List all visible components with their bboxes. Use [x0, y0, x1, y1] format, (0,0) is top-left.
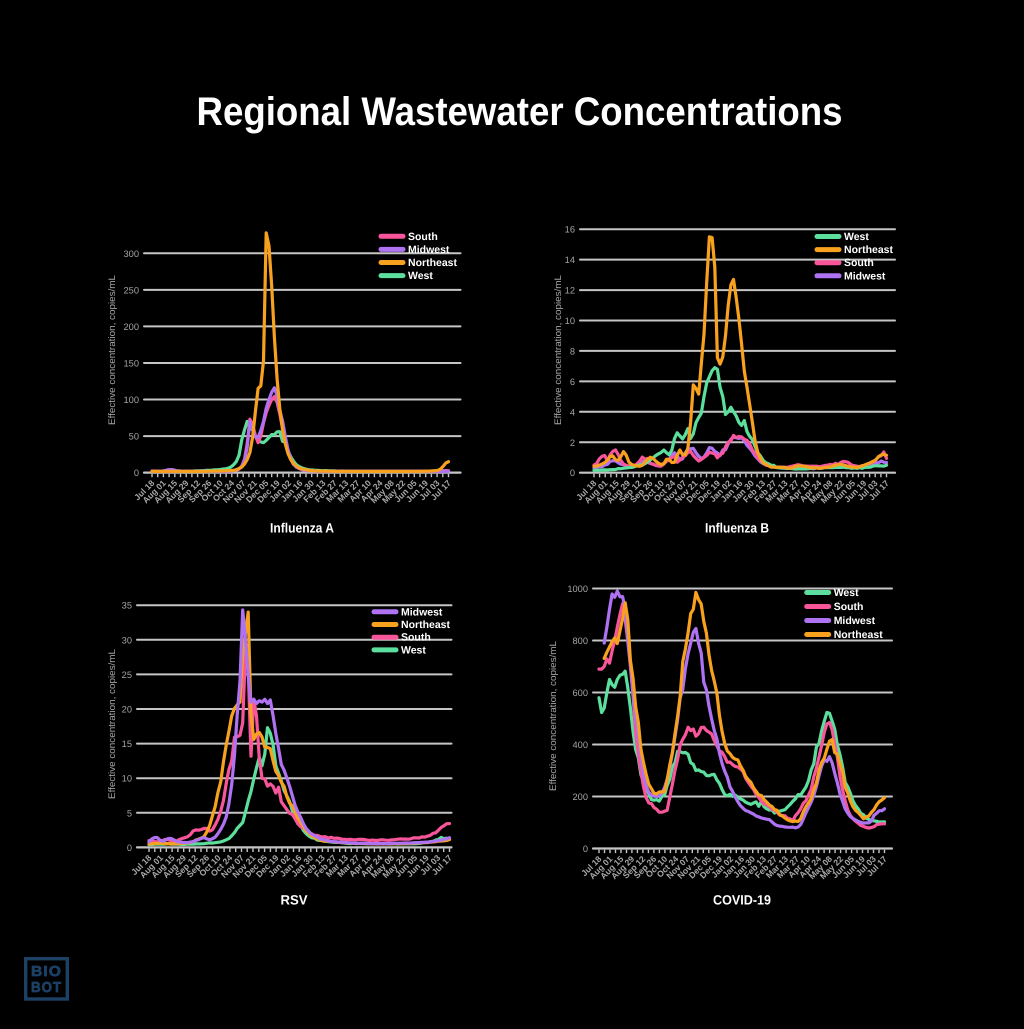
svg-text:Effective concentration, copie: Effective concentration, copies/mL — [107, 649, 118, 799]
svg-text:South: South — [401, 632, 431, 644]
svg-text:Northeast: Northeast — [844, 244, 894, 256]
svg-text:200: 200 — [572, 792, 588, 802]
svg-text:4: 4 — [570, 407, 575, 417]
svg-text:300: 300 — [123, 249, 139, 259]
svg-text:Midwest: Midwest — [844, 270, 886, 282]
svg-text:15: 15 — [122, 739, 132, 749]
svg-text:West: West — [844, 231, 869, 243]
svg-text:200: 200 — [123, 322, 139, 332]
svg-text:100: 100 — [123, 395, 139, 405]
svg-text:0: 0 — [127, 843, 132, 853]
svg-text:50: 50 — [129, 432, 139, 442]
svg-text:Effective concentration, copie: Effective concentration, copies/mL — [548, 641, 559, 791]
svg-text:5: 5 — [127, 808, 132, 818]
svg-text:BOT: BOT — [31, 980, 62, 996]
svg-text:8: 8 — [570, 346, 575, 356]
svg-text:0: 0 — [570, 468, 575, 478]
svg-text:250: 250 — [123, 285, 139, 295]
svg-text:14: 14 — [565, 255, 575, 265]
svg-text:2: 2 — [570, 438, 575, 448]
svg-text:6: 6 — [570, 377, 575, 387]
svg-text:10: 10 — [122, 774, 132, 784]
svg-text:25: 25 — [122, 670, 132, 680]
svg-text:Northeast: Northeast — [401, 619, 451, 631]
svg-text:Northeast: Northeast — [408, 257, 458, 269]
svg-text:0: 0 — [134, 468, 139, 478]
svg-text:Influenza A: Influenza A — [270, 521, 334, 536]
svg-text:Regional Wastewater Concentrat: Regional Wastewater Concentrations — [197, 90, 843, 134]
svg-text:South: South — [408, 231, 438, 243]
svg-text:Influenza B: Influenza B — [705, 521, 769, 536]
svg-text:35: 35 — [122, 601, 132, 611]
svg-text:30: 30 — [122, 635, 132, 645]
svg-text:BIO: BIO — [31, 964, 62, 980]
svg-text:Midwest: Midwest — [408, 244, 450, 256]
svg-text:600: 600 — [572, 688, 588, 698]
svg-text:16: 16 — [565, 225, 575, 235]
svg-text:Northeast: Northeast — [834, 629, 884, 641]
svg-text:Midwest: Midwest — [401, 606, 443, 618]
svg-text:12: 12 — [565, 286, 575, 296]
svg-text:400: 400 — [572, 740, 588, 750]
svg-text:20: 20 — [122, 705, 132, 715]
svg-text:10: 10 — [565, 316, 575, 326]
svg-text:RSV: RSV — [281, 893, 308, 908]
svg-text:COVID-19: COVID-19 — [713, 893, 771, 908]
svg-text:South: South — [844, 257, 874, 269]
svg-text:0: 0 — [583, 844, 588, 854]
svg-text:South: South — [834, 601, 864, 613]
svg-text:West: West — [401, 644, 426, 656]
svg-text:West: West — [834, 587, 859, 599]
svg-text:Effective concentration, copie: Effective concentration, copies/mL — [553, 275, 564, 425]
svg-text:Midwest: Midwest — [834, 615, 876, 627]
svg-text:Effective concentration, copie: Effective concentration, copies/mL — [107, 275, 118, 425]
svg-text:1000: 1000 — [567, 584, 588, 594]
svg-text:800: 800 — [572, 636, 588, 646]
svg-text:150: 150 — [123, 359, 139, 369]
svg-text:West: West — [408, 270, 433, 282]
